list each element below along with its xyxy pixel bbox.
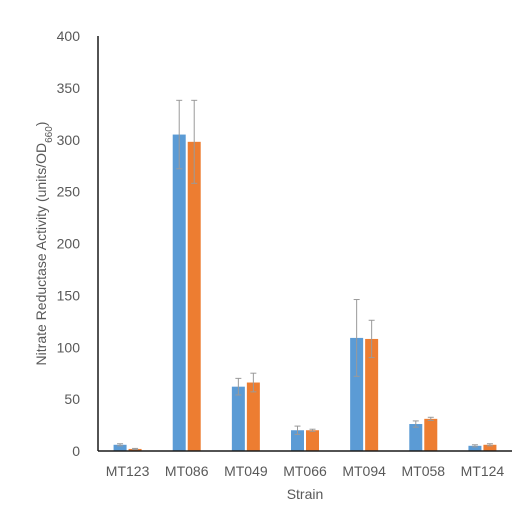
- bar-mt058-series1: [409, 424, 423, 451]
- bar-mt086-series2: [187, 141, 201, 451]
- bar-mt058-series2: [424, 418, 438, 451]
- bar-mt094-series1: [350, 337, 364, 451]
- bars: [113, 134, 497, 451]
- bar-mt123-series1: [113, 444, 127, 451]
- bar-mt124-series2: [483, 444, 497, 451]
- y-axis-title-subscript: 660: [44, 126, 55, 143]
- y-tick-label: 100: [57, 339, 81, 355]
- y-tick-label: 150: [57, 287, 81, 303]
- y-tick-label: 0: [72, 443, 80, 459]
- bar-mt123-series2: [128, 448, 142, 451]
- x-axis-title: Strain: [287, 486, 324, 502]
- y-tick-label: 250: [57, 184, 81, 200]
- x-tick-label: MT049: [224, 463, 268, 479]
- y-axis-title-main: Nitrate Reductase Activity (units/OD: [33, 143, 49, 366]
- y-tick-label: 400: [57, 28, 81, 44]
- bar-mt086-series1: [172, 134, 186, 451]
- x-tick-label: MT066: [283, 463, 327, 479]
- bar-mt124-series1: [468, 445, 482, 451]
- y-tick-label: 50: [64, 391, 80, 407]
- bar-mt066-series1: [291, 430, 304, 451]
- x-tick-label: MT058: [401, 463, 445, 479]
- bar-mt049-series2: [246, 382, 260, 451]
- bar-mt049-series1: [231, 386, 245, 451]
- y-tick-label: 200: [57, 236, 81, 252]
- y-axis-ticks: 0 50 100 150 200 250 300 350 400: [57, 28, 81, 459]
- x-tick-label: MT086: [165, 463, 209, 479]
- y-axis-title: Nitrate Reductase Activity (units/OD660): [33, 122, 55, 366]
- y-tick-label: 300: [57, 132, 81, 148]
- bar-mt094-series2: [365, 338, 379, 451]
- x-tick-label: MT123: [106, 463, 150, 479]
- error-bars: [117, 99, 493, 450]
- x-tick-label: MT094: [342, 463, 386, 479]
- bar-mt066-series2: [306, 430, 319, 451]
- y-tick-label: 350: [57, 80, 81, 96]
- y-axis-title-suffix: ): [33, 122, 49, 127]
- x-axis-ticks: MT123 MT086 MT049 MT066 MT094 MT058 MT124: [106, 463, 505, 479]
- x-tick-label: MT124: [461, 463, 505, 479]
